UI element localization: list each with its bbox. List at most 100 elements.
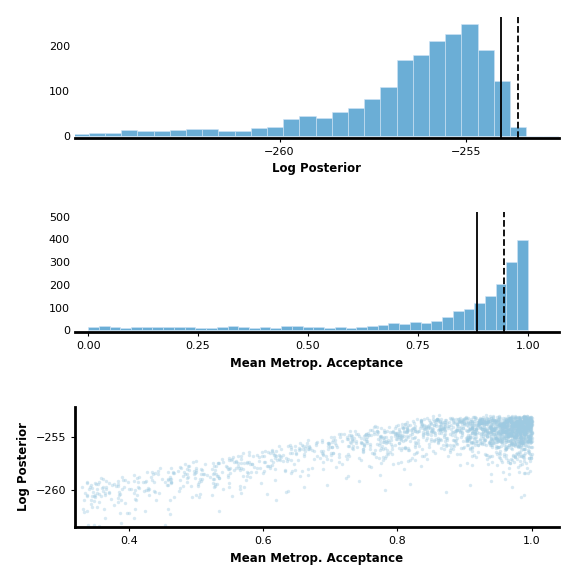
Point <box>442 434 451 443</box>
Point <box>491 428 501 437</box>
Point <box>424 430 433 439</box>
Point <box>396 427 405 437</box>
Point <box>378 453 388 462</box>
Point <box>236 488 245 497</box>
Point <box>416 416 426 425</box>
Point <box>365 426 374 435</box>
Point <box>350 433 359 442</box>
Point <box>208 464 217 473</box>
Point <box>399 464 408 473</box>
Point <box>498 427 507 436</box>
Point <box>441 423 450 432</box>
Point <box>85 484 94 494</box>
Point <box>518 452 527 461</box>
Point <box>382 438 392 447</box>
Point <box>519 412 528 421</box>
Point <box>452 415 461 424</box>
Point <box>92 502 101 511</box>
Point <box>517 417 526 426</box>
Point <box>525 417 534 426</box>
Point <box>471 433 480 442</box>
Point <box>521 414 530 423</box>
Point <box>411 437 420 446</box>
Point <box>503 431 513 440</box>
Point <box>462 437 471 446</box>
Point <box>358 447 367 456</box>
Point <box>512 426 521 435</box>
Point <box>486 419 495 428</box>
Point <box>443 451 452 460</box>
Point <box>388 426 397 435</box>
Point <box>524 421 533 430</box>
Point <box>509 419 518 428</box>
Point <box>487 435 497 445</box>
Point <box>471 414 480 423</box>
Point <box>494 412 503 422</box>
Point <box>494 427 503 437</box>
Point <box>487 418 496 427</box>
Point <box>259 468 268 478</box>
Point <box>475 429 484 438</box>
Point <box>319 464 328 473</box>
Point <box>363 430 372 439</box>
Point <box>347 433 356 442</box>
Point <box>393 420 403 430</box>
Point <box>92 479 101 488</box>
Point <box>478 425 487 434</box>
Point <box>500 427 509 437</box>
Point <box>465 425 474 434</box>
Point <box>527 449 536 458</box>
Point <box>454 416 463 426</box>
Point <box>477 439 486 449</box>
Point <box>308 446 317 455</box>
Point <box>486 431 495 440</box>
Point <box>94 498 104 507</box>
Point <box>449 442 458 451</box>
Point <box>357 433 366 442</box>
Point <box>503 432 513 441</box>
Point <box>454 418 464 427</box>
Point <box>506 413 516 422</box>
Bar <box>494 81 510 136</box>
Point <box>230 465 239 475</box>
Point <box>513 427 522 437</box>
Point <box>483 420 492 430</box>
Point <box>114 490 123 499</box>
Point <box>487 457 497 467</box>
Point <box>521 423 530 432</box>
Point <box>132 491 142 500</box>
Point <box>526 433 536 442</box>
Point <box>222 463 231 472</box>
Point <box>516 416 525 426</box>
Point <box>405 437 414 446</box>
Point <box>513 454 522 463</box>
Point <box>328 442 337 452</box>
Point <box>396 434 406 443</box>
Point <box>143 486 153 495</box>
Point <box>499 423 509 432</box>
Point <box>462 434 471 443</box>
Point <box>438 441 447 450</box>
Point <box>502 441 511 450</box>
Point <box>270 450 279 460</box>
Point <box>525 435 534 445</box>
Point <box>513 420 522 429</box>
Point <box>318 457 327 466</box>
Point <box>505 415 514 424</box>
Point <box>514 437 523 446</box>
Point <box>495 429 504 438</box>
Point <box>391 423 400 433</box>
Bar <box>346 328 357 331</box>
Point <box>505 430 514 439</box>
Point <box>464 426 473 435</box>
Point <box>442 418 451 427</box>
Bar <box>517 240 528 331</box>
Point <box>500 422 509 431</box>
Point <box>440 437 449 446</box>
Point <box>80 488 89 497</box>
Point <box>213 472 222 481</box>
Point <box>520 418 529 427</box>
Point <box>418 421 427 430</box>
Point <box>503 431 513 440</box>
Point <box>523 468 532 478</box>
